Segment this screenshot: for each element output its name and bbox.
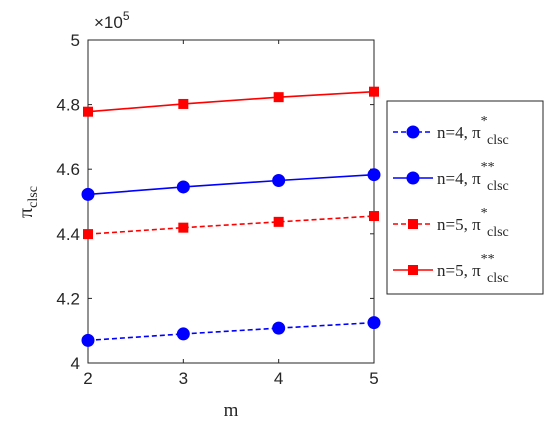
legend-marker [406, 171, 420, 185]
data-point [272, 321, 286, 335]
data-point [272, 174, 286, 188]
data-point [81, 187, 95, 201]
y-axis-label: πclsc [15, 186, 41, 218]
data-point [178, 222, 189, 233]
x-axis-label: m [224, 400, 239, 421]
legend-label: n=5, π** clsc [437, 252, 509, 286]
legend-label: n=5, π*clsc [437, 206, 509, 240]
y-tick-label: 4.8 [56, 96, 80, 115]
x-tick-label: 2 [83, 369, 92, 388]
data-point [273, 92, 284, 103]
legend-marker [406, 125, 420, 139]
legend-marker [408, 265, 418, 275]
y-tick-label: 4.6 [56, 160, 80, 179]
y-tick-label: 4 [71, 354, 80, 373]
series-layer [81, 86, 381, 347]
axis-ticks: 2 3 4 5 4 4.2 4.4 4.6 4.8 5 [56, 31, 378, 388]
data-point [178, 98, 189, 109]
legend-label: n=4, π** clsc [437, 160, 509, 194]
data-point [367, 316, 381, 330]
y-tick-label: 4.2 [56, 289, 80, 308]
series-line [87, 173, 375, 196]
data-point [273, 216, 284, 227]
data-point [369, 211, 379, 222]
data-point [176, 327, 190, 341]
data-point [367, 168, 381, 182]
data-point [81, 333, 95, 347]
data-point [369, 86, 379, 97]
y-tick-label: 5 [71, 31, 80, 50]
y-tick-label: 4.4 [56, 225, 80, 244]
data-point [83, 229, 93, 240]
data-point [83, 106, 93, 117]
data-point [176, 180, 190, 194]
plot-frame [87, 39, 375, 364]
series-line [87, 90, 375, 113]
x-tick-label: 4 [274, 369, 283, 388]
legend-marker [408, 219, 418, 229]
legend: n=4, π*clsc n=4, π** clsc n=5, π*clsc n=5, π… [393, 114, 509, 286]
x-tick-label: 5 [369, 369, 378, 388]
legend-label: n=4, π*clsc [437, 114, 509, 148]
exponent-label: ×105 [94, 9, 130, 32]
x-tick-label: 3 [179, 369, 188, 388]
